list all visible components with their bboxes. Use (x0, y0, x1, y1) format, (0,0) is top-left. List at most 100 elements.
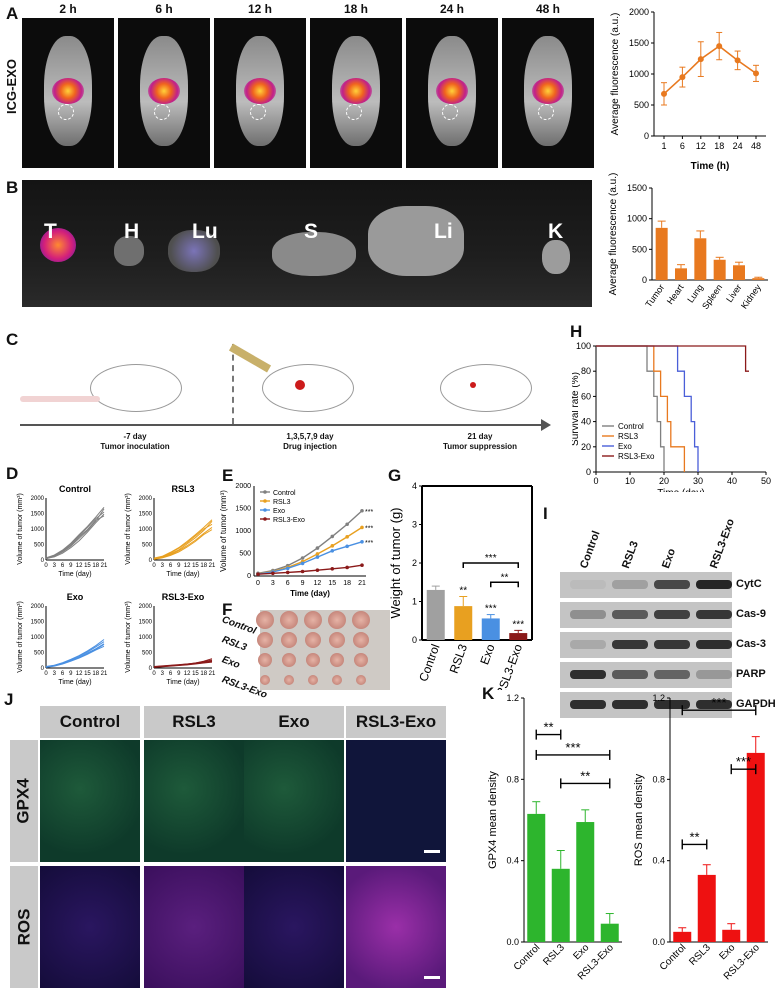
tumor-organ-signal (40, 228, 76, 262)
panel-label-i: I (543, 504, 548, 523)
panel-label-h: H (570, 322, 583, 341)
x-tick-label: 0 (256, 580, 260, 587)
x-tick-label: 9 (69, 671, 73, 677)
y-tick-label: 1500 (629, 38, 649, 48)
timeline-divider (232, 344, 234, 424)
tumor-circle (442, 104, 458, 120)
x-tick-label: RSL3 (687, 942, 713, 968)
y-tick-label: 1000 (139, 635, 153, 641)
tumor-sample (306, 653, 320, 667)
x-tick-label: 0 (44, 563, 48, 569)
y-axis-title: Volume of tumor (mm³) (17, 601, 24, 673)
legend-marker (263, 508, 267, 512)
y-tick-label: 500 (142, 651, 153, 657)
y-tick-label: 80 (581, 366, 591, 376)
mouse-image (22, 18, 114, 168)
x-tick-label: 6 (61, 563, 65, 569)
protein-label: CytC (736, 578, 762, 590)
tumor-sample (330, 653, 344, 667)
survival-line (596, 345, 749, 372)
x-tick-label: 9 (177, 671, 181, 677)
data-point (753, 70, 759, 77)
blot-band (696, 670, 732, 679)
x-tick-label: Tumor (643, 282, 666, 309)
x-tick-label: 18 (200, 671, 207, 677)
y-tick-label: 0 (412, 635, 417, 645)
growth-line (153, 520, 213, 560)
x-tick-label: Spleen (700, 282, 724, 311)
y-tick-label: 0 (644, 131, 649, 141)
scale-bar (424, 850, 440, 853)
blot-strip (560, 632, 732, 658)
data-point (360, 525, 364, 530)
data-point (315, 555, 320, 559)
chart-a-fluorescence-time: 0 500 1000 1500 2000 1 6 12 18 24 48 Time (h) Averag… (610, 7, 766, 172)
blot-band (570, 580, 606, 589)
x-tick-label: Control (416, 642, 442, 683)
legend-label: Exo (273, 508, 285, 515)
x-tick-label: Exo (477, 642, 497, 667)
organ-label: Li (434, 220, 453, 243)
data-point (679, 74, 686, 81)
data-point (330, 549, 335, 553)
x-tick-label: 15 (192, 671, 199, 677)
tumor-sample (329, 632, 345, 648)
x-tick-label: RSL3 (541, 942, 567, 968)
organ-label: S (304, 220, 319, 243)
fluorescence-tile (346, 740, 446, 862)
y-axis-title: Volume of tumor (mm³) (17, 493, 24, 565)
data-point (300, 569, 305, 574)
x-tick-label: 50 (761, 476, 771, 486)
data-point (330, 544, 335, 548)
fluorescence-tile (244, 866, 344, 988)
tumor-sample (256, 611, 274, 629)
data-point (330, 534, 335, 539)
x-tick-label: Exo (571, 942, 591, 962)
chart-e-mean-growth: 0 500 1000 1500 2000 0 3 6 9 12 15 18 21 Time (day) Vo… (219, 483, 373, 598)
x-tick-label: 9 (177, 563, 181, 569)
fluorescence-signal (532, 78, 564, 104)
y-tick-label: 2000 (629, 7, 649, 17)
legend-label: RSL3-Exo (618, 452, 655, 461)
x-axis-title: Time (day) (166, 571, 199, 578)
x-tick-label: 15 (192, 563, 199, 569)
panel-label-e: E (222, 466, 234, 485)
sig-label: *** (485, 604, 497, 615)
sig-bracket (490, 581, 519, 588)
column-header: RSL3 (144, 706, 244, 738)
legend-label: Control (273, 490, 296, 497)
bracket-label: ** (501, 572, 509, 583)
y-axis-title: Weight of tumor (g) (390, 507, 403, 618)
x-tick-label: 0 (593, 476, 598, 486)
tumor-sample (257, 632, 273, 648)
bar (752, 278, 765, 280)
bar (481, 618, 500, 640)
data-point (345, 535, 349, 539)
fluorescence-signal (52, 78, 84, 104)
blot-band (570, 700, 606, 709)
bar (733, 265, 745, 280)
y-tick-label: 1000 (629, 69, 649, 79)
syringe-icon (228, 343, 272, 373)
x-tick-label: 21 (209, 563, 216, 569)
x-axis-title: Time (day) (290, 589, 330, 598)
y-tick-label: 1500 (139, 620, 153, 626)
data-point (315, 546, 320, 550)
blot-strip (560, 662, 732, 688)
x-axis-title: Time (h) (691, 161, 730, 172)
data-point (285, 566, 290, 571)
y-tick-label: 0.8 (506, 774, 519, 784)
x-tick-label: 40 (727, 476, 737, 486)
data-point (734, 57, 741, 64)
tumor-sample (260, 675, 270, 685)
blot-band (654, 640, 690, 649)
subplot-title: Exo (67, 592, 84, 602)
mouse-image (502, 18, 594, 168)
y-tick-label: 500 (632, 244, 647, 254)
bracket-label: *** (485, 553, 497, 564)
y-tick-label: 100 (576, 341, 591, 351)
blot-band (654, 670, 690, 679)
x-tick-label: 3 (161, 671, 165, 677)
y-axis-title: Average fluorescence (a.u.) (610, 13, 621, 136)
